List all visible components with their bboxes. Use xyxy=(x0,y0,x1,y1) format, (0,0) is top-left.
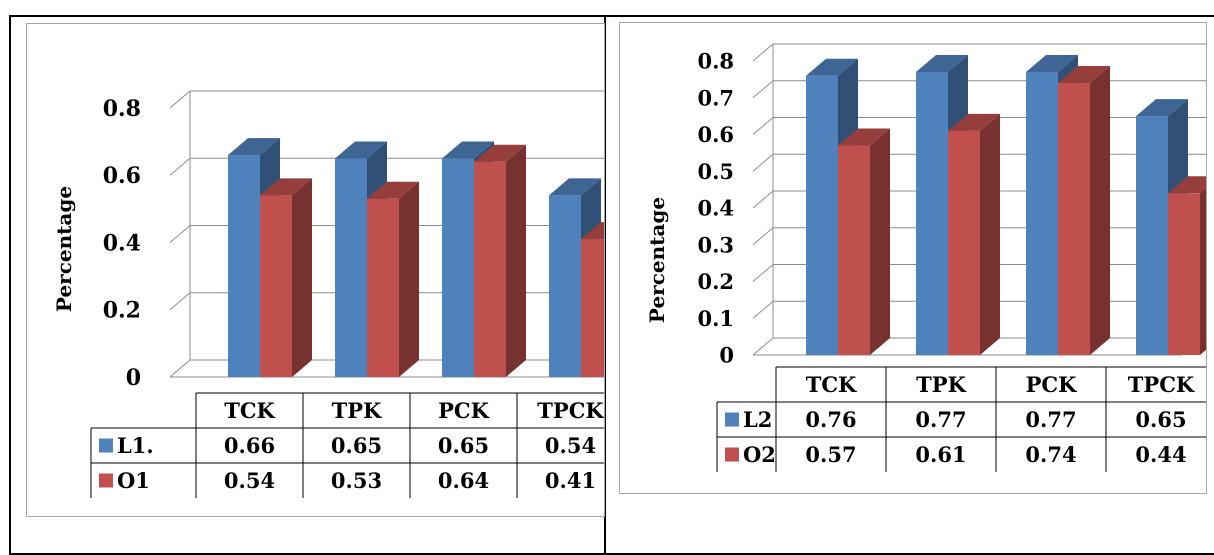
chart1-y-tick-label-1: 0.2 xyxy=(103,298,141,324)
chart2-y-tick-label-7: 0.7 xyxy=(697,85,734,110)
chart-2-svg: 0 0.1 0.2 0.3 0.4 0.5 0.6 0.7 0.8 Percentage TCK TP… xyxy=(645,43,1206,472)
chart1-y-tick-label-4: 0.8 xyxy=(103,96,141,122)
chart2-bar-o2-tpck xyxy=(1168,176,1206,355)
chart2-y-tick-label-6: 0.6 xyxy=(697,122,734,147)
chart2-data-label-1-2: 0.74 xyxy=(1025,442,1076,467)
chart2-y-tick-label-0: 0 xyxy=(719,343,734,368)
chart2-data-label-1-0: 0.57 xyxy=(805,442,856,467)
chart2-y-tick-label-4: 0.4 xyxy=(697,196,734,221)
chart1-y-tick-label-3: 0.6 xyxy=(103,163,141,189)
chart1-data-label-1-3: 0.41 xyxy=(545,468,596,493)
chart2-side-grid-7 xyxy=(752,80,774,99)
chart2-legend-swatch-1 xyxy=(725,447,739,462)
chart2-y-tick-label-8: 0.8 xyxy=(697,49,734,74)
chart1-legend-label-0: L1. xyxy=(117,433,154,458)
chart2-side-grid-1 xyxy=(752,300,774,319)
chart2-side-grid-0 xyxy=(752,337,774,356)
chart2-legend-label-1: O2 xyxy=(743,442,776,467)
chart1-y-tick-label-2: 0.4 xyxy=(103,230,141,256)
chart2-data-label-0-0: 0.76 xyxy=(805,407,856,432)
chart1-bar-o1-tpk xyxy=(367,181,419,377)
chart2-side-grid-5 xyxy=(752,153,774,172)
chart1-bar-o1-pck xyxy=(474,144,526,377)
chart2-y-tick-label-5: 0.5 xyxy=(697,159,734,184)
chart2-category-label-tpk: TPK xyxy=(916,372,966,397)
chart1-y-tick-label-0: 0 xyxy=(126,365,141,391)
chart1-data-label-1-0: 0.54 xyxy=(224,468,275,493)
chart1-data-label-1-1: 0.53 xyxy=(331,468,382,493)
chart2-bar-o2-tpk xyxy=(948,113,1000,355)
chart1-y-axis-title: Percentage xyxy=(52,186,76,312)
chart2-category-label-tpck: TPCK xyxy=(1128,372,1195,397)
chart1-side-grid-1 xyxy=(169,292,191,311)
chart1-bar-o1-tpck xyxy=(581,222,604,377)
chart2-y-tick-label-2: 0.2 xyxy=(697,269,734,294)
chart2-legend-swatch-0 xyxy=(725,412,739,427)
chart1-legend-label-1: O1 xyxy=(117,468,150,493)
chart1-data-label-0-2: 0.65 xyxy=(438,433,489,458)
chart1-data-label-1-2: 0.64 xyxy=(438,468,489,493)
chart2-y-tick-label-3: 0.3 xyxy=(697,232,734,257)
chart1-bar-o1-tck xyxy=(260,178,312,377)
chart2-side-grid-8 xyxy=(752,43,774,62)
chart2-category-label-pck: PCK xyxy=(1026,372,1078,397)
chart1-side-grid-3 xyxy=(169,157,191,176)
chart1-side-grid-0 xyxy=(169,359,191,378)
chart2-side-grid-6 xyxy=(752,117,774,135)
chart2-bar-o2-tck xyxy=(838,128,890,355)
chart1-legend-swatch-1 xyxy=(99,473,113,488)
chart-1-svg: 0 0.2 0.4 0.6 0.8 Percentage TCK TPK PCK TPCK L1. 0… xyxy=(52,90,604,498)
chart1-data-label-0-3: 0.54 xyxy=(545,433,596,458)
chart2-data-label-0-2: 0.77 xyxy=(1025,407,1076,432)
chart2-data-label-0-3: 0.65 xyxy=(1135,407,1186,432)
chart2-bar-o2-pck xyxy=(1058,66,1110,356)
chart2-y-tick-label-1: 0.1 xyxy=(697,306,734,331)
chart1-category-label-tpk: TPK xyxy=(332,398,382,423)
chart2-legend-label-0: L2 xyxy=(743,407,772,432)
chart2-category-label-tck: TCK xyxy=(806,372,857,397)
chart2-side-grid-4 xyxy=(752,190,774,209)
chart2-y-axis-title: Percentage xyxy=(645,197,669,323)
chart1-category-label-pck: PCK xyxy=(438,398,490,423)
chart2-side-grid-3 xyxy=(752,227,774,246)
chart1-data-label-0-1: 0.65 xyxy=(331,433,382,458)
chart1-category-label-tck: TCK xyxy=(224,398,275,423)
chart2-data-label-1-1: 0.61 xyxy=(915,442,966,467)
chart1-legend-swatch-0 xyxy=(99,438,113,453)
chart2-data-label-1-3: 0.44 xyxy=(1135,442,1186,467)
chart1-category-label-tpck: TPCK xyxy=(537,398,604,423)
chart1-side-grid-4 xyxy=(169,90,191,109)
chart2-side-grid-2 xyxy=(752,264,774,282)
chart-2: 0 0.1 0.2 0.3 0.4 0.5 0.6 0.7 0.8 Percentage TCK TP… xyxy=(619,22,1207,494)
chart1-data-label-0-0: 0.66 xyxy=(224,433,275,458)
chart-1: 0 0.2 0.4 0.6 0.8 Percentage TCK TPK PCK TPCK L1. 0… xyxy=(26,23,605,517)
chart1-side-grid-2 xyxy=(169,225,191,243)
chart2-data-label-0-1: 0.77 xyxy=(915,407,966,432)
